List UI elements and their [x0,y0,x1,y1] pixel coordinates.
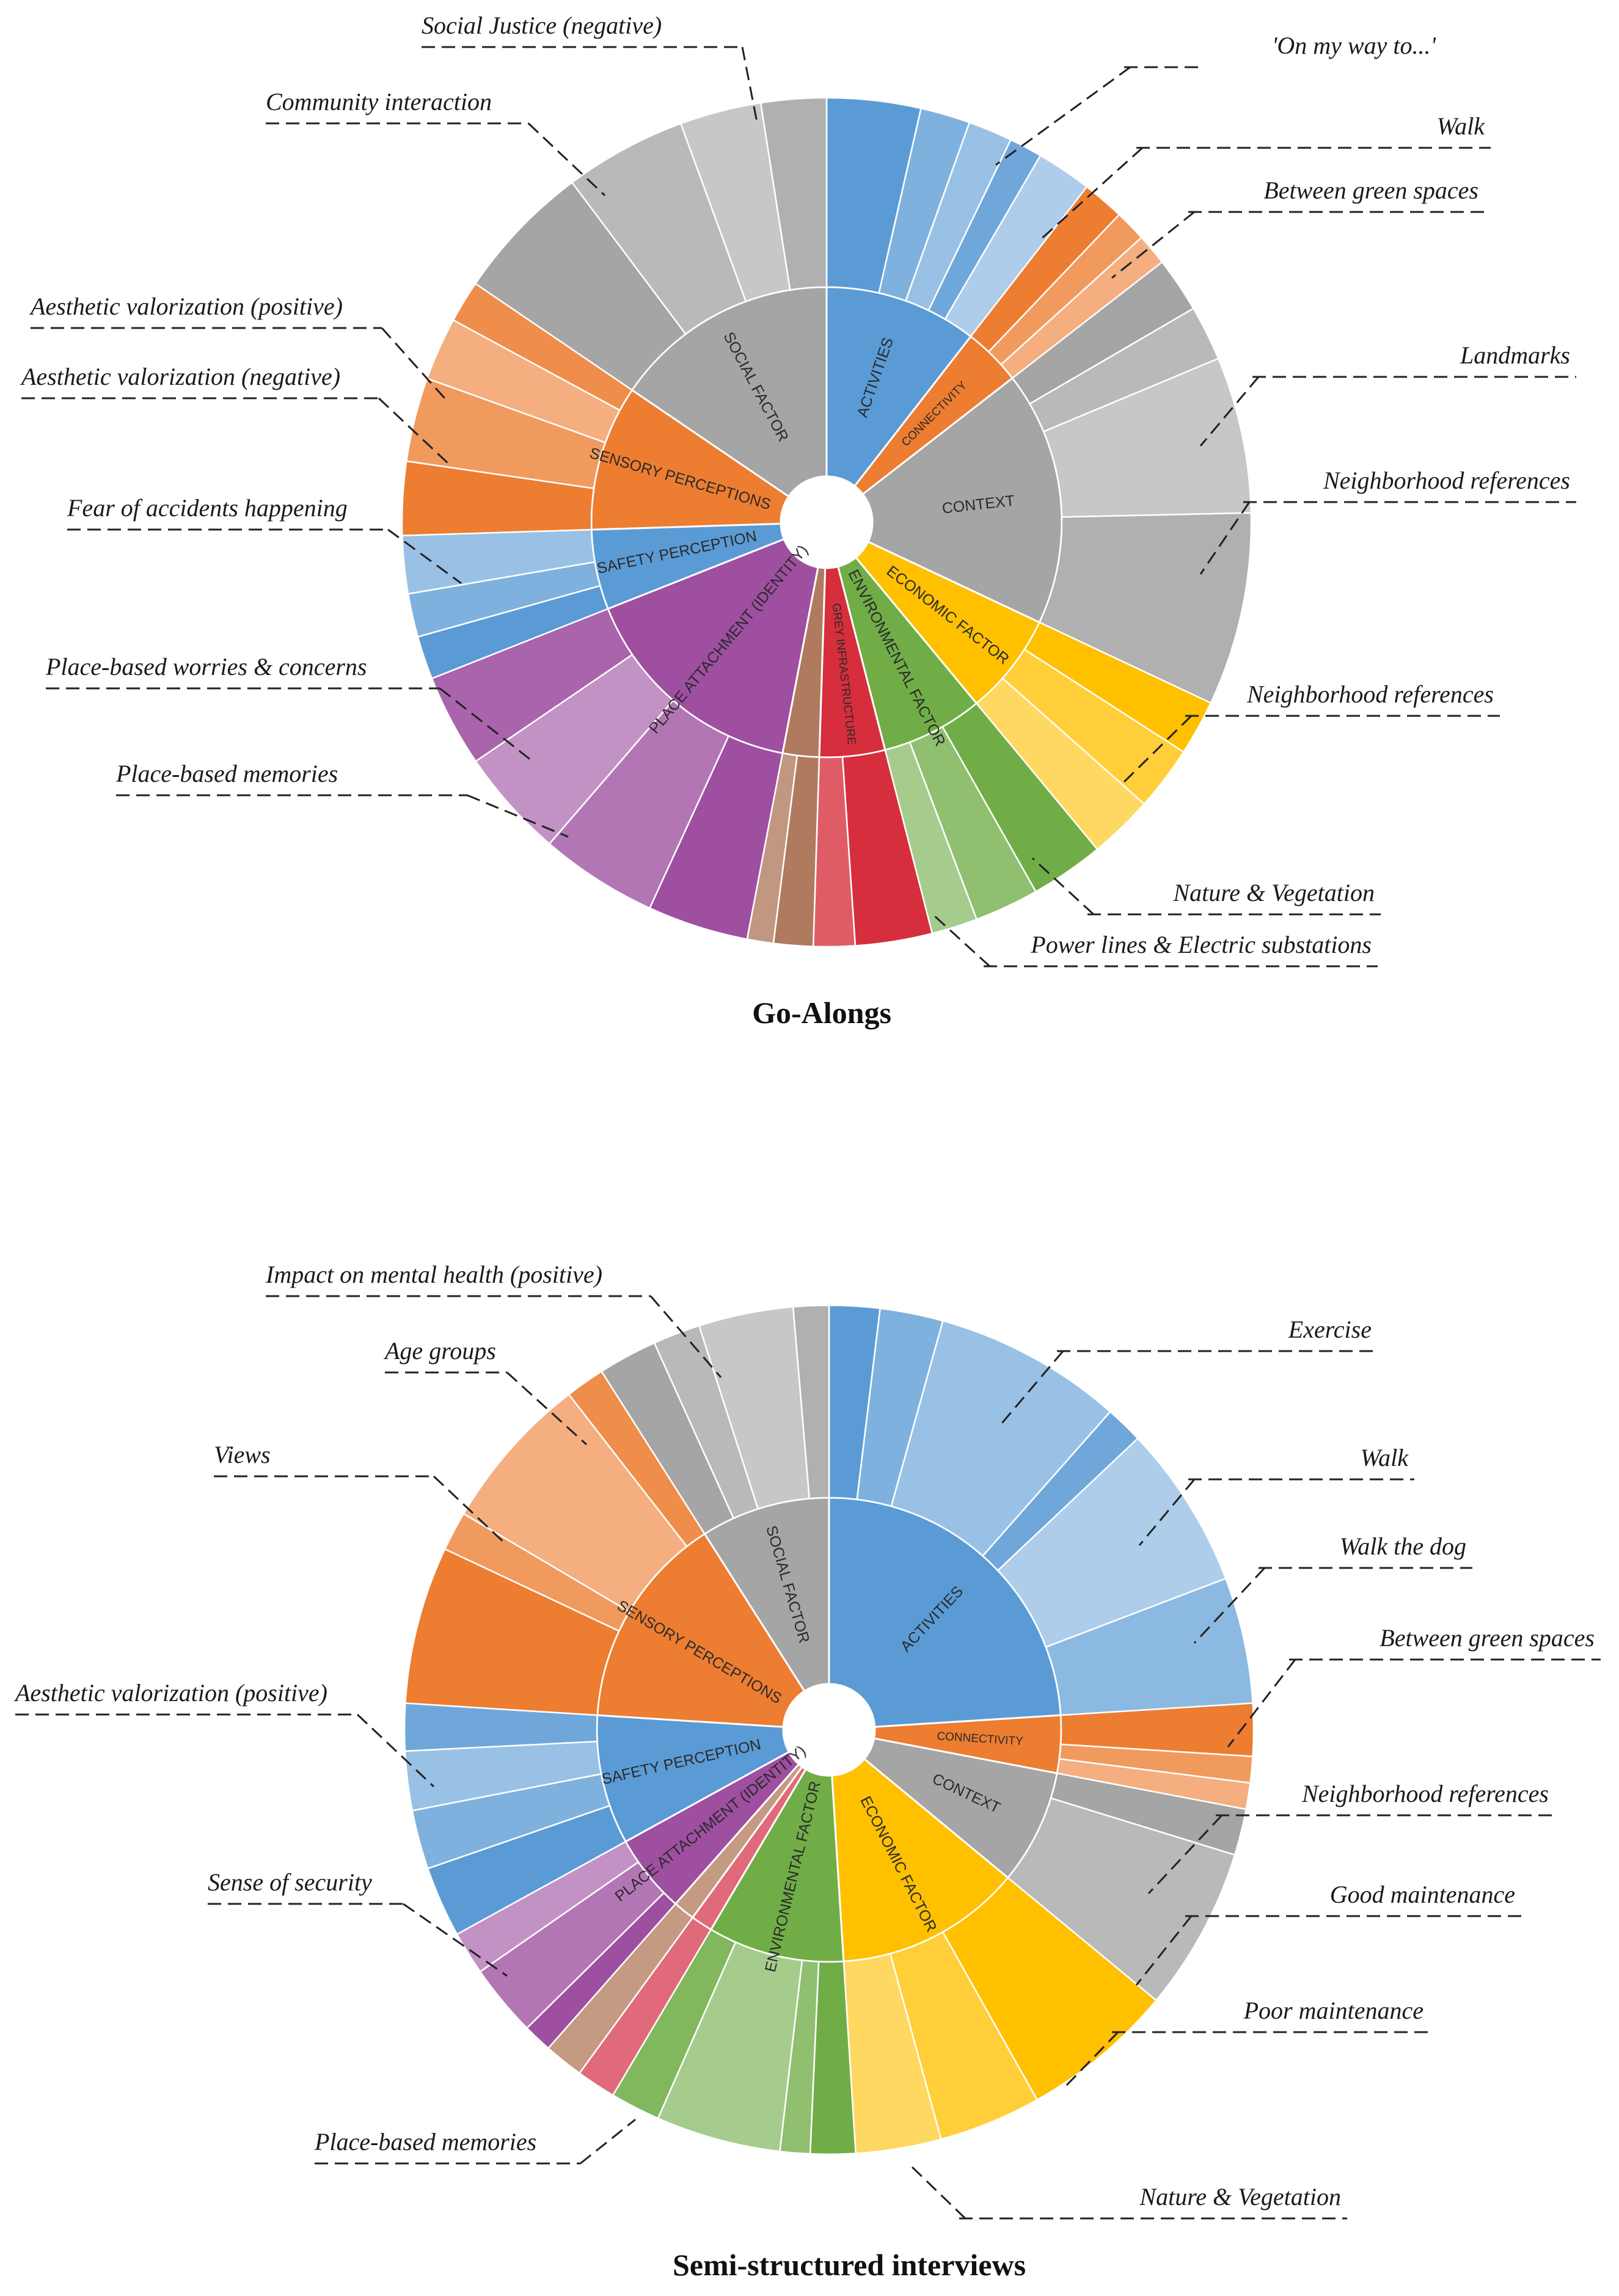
annotation-label: Views [214,1441,271,1468]
annotation-label: Between green spaces [1380,1624,1595,1652]
annotation-label: Between green spaces [1263,177,1478,204]
leader-line [1147,1814,1223,1895]
leader-line [1193,1567,1266,1644]
leader-line [1037,147,1144,242]
annotation-label: Place-based worries & concerns [45,653,367,680]
leader-line [995,66,1131,166]
leader-line [1031,857,1095,916]
leader-line [1062,2031,1119,2090]
leader-line [527,122,606,197]
leader-line [381,327,450,404]
leader-line [1227,1659,1296,1748]
annotation-label: Walk [1360,1444,1409,1471]
leader-line [433,1475,508,1547]
leader-line [649,1296,722,1378]
center-hole [783,1684,875,1776]
leader-line [356,1713,435,1788]
leader-line [378,397,450,465]
annotation-label: Nature & Vegetation [1139,2183,1341,2210]
interviews-annotations: Impact on mental health (positive) Age gr… [13,1261,1595,2210]
leader-line [387,528,462,585]
center-hole [781,476,872,568]
chart-title: Semi-structured interviews [673,2248,1026,2282]
go-alongs-annotations: Social Justice (negative) Community inter… [20,12,1570,958]
annotation-label: Aesthetic valorization (positive) [29,293,343,320]
leader-line [1199,501,1251,575]
annotation-label: Nature & Vegetation [1172,879,1375,906]
annotation-label: Aesthetic valorization (negative) [20,363,340,390]
leader-line [909,2164,967,2220]
leader-line [1111,211,1195,279]
annotation-label: Neighborhood references [1323,467,1570,494]
annotation-label: Fear of accidents happening [67,494,348,522]
leader-line [467,794,569,838]
annotation-label: Social Justice (negative) [422,12,662,39]
leader-line [934,915,991,968]
annotation-label: Place-based memories [314,2128,536,2156]
annotation-label: Place-based memories [115,760,338,787]
annotation-label: Landmarks [1460,341,1570,369]
chart-title: Go-Alongs [752,996,891,1030]
annotation-label: Impact on mental health (positive) [265,1261,602,1288]
annotation-label: Power lines & Electric substations [1030,931,1372,958]
leader-line [1123,715,1193,783]
annotation-label: Walk the dog [1340,1532,1466,1560]
leader-line [1135,1915,1193,1986]
go-alongs-leader-lines [21,46,1576,968]
annotation-label: Poor maintenance [1243,1997,1423,2024]
leader-line [1199,376,1260,446]
leader-line [1138,1479,1196,1546]
leader-line [741,46,759,126]
outer-slice [759,97,828,291]
annotation-label: Community interaction [266,88,492,115]
annotation-label: Exercise [1288,1316,1372,1343]
leader-line [580,2118,636,2165]
outer-slice [792,1304,830,1500]
interviews-leader-lines [15,1295,1601,2220]
annotation-label: Aesthetic valorization (positive) [13,1679,327,1707]
leader-line [403,1903,508,1977]
leader-line [506,1371,588,1446]
annotation-label: 'On my way to...' [1272,32,1437,59]
interviews-rings [403,1304,1255,2156]
annotation-label: Walk [1436,112,1485,140]
annotation-label: Sense of security [208,1868,372,1896]
annotation-label: Neighborhood references [1246,680,1494,708]
leader-line [1001,1350,1064,1424]
annotation-label: Good maintenance [1330,1881,1515,1908]
annotation-label: Age groups [383,1337,496,1365]
go-alongs-rings [401,97,1252,948]
annotation-label: Neighborhood references [1301,1780,1549,1807]
